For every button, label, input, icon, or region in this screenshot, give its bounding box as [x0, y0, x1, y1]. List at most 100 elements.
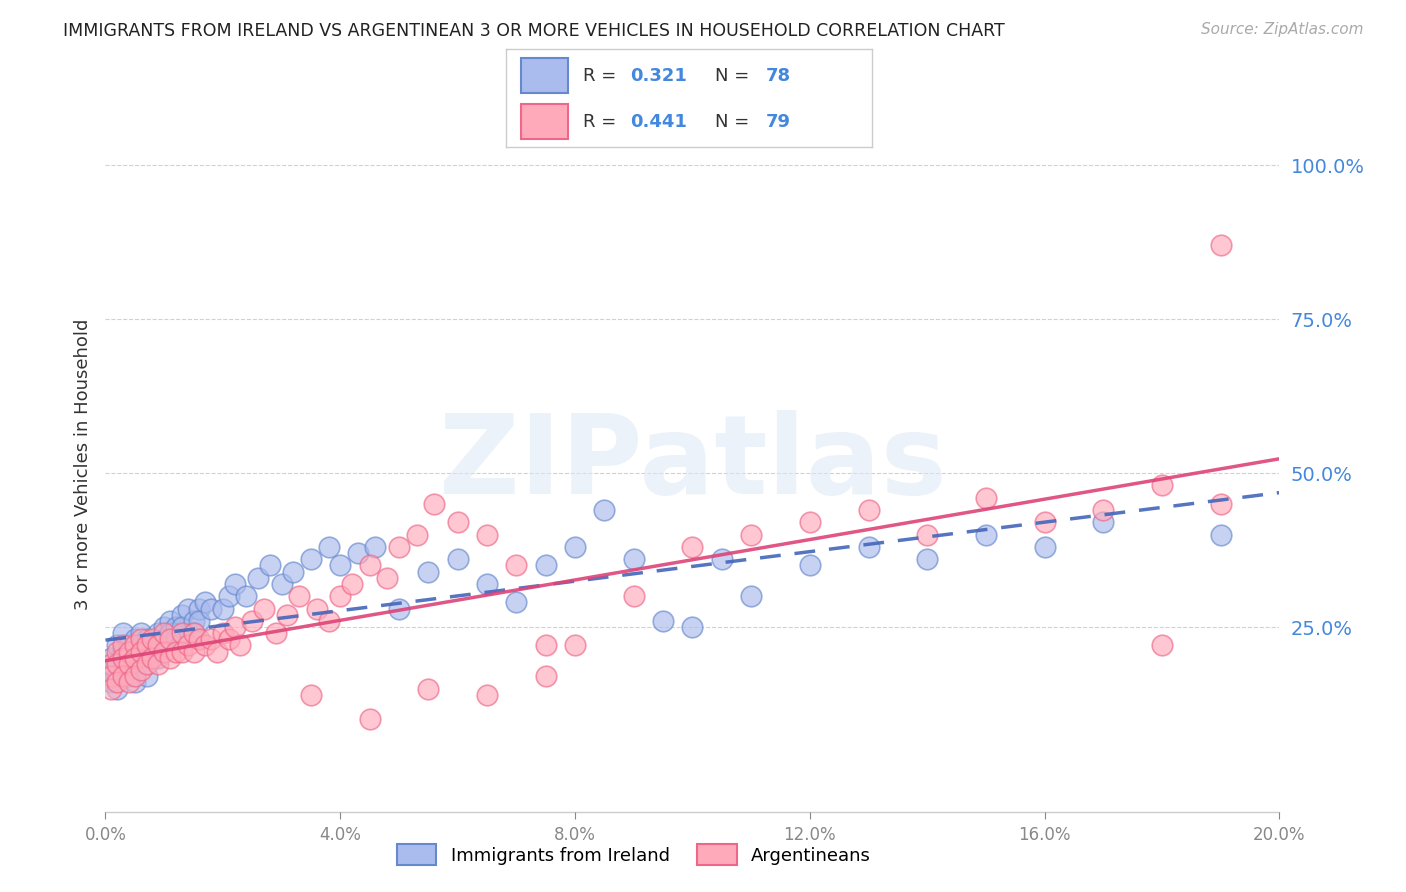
Point	[1209, 497, 1232, 511]
Point	[359, 712, 381, 726]
Point	[623, 589, 645, 603]
Point	[170, 607, 193, 622]
Point	[253, 601, 276, 615]
Point	[153, 620, 176, 634]
Point	[475, 577, 498, 591]
Point	[364, 540, 387, 554]
Point	[135, 632, 157, 647]
Point	[974, 491, 997, 505]
Point	[1033, 540, 1056, 554]
Point	[194, 639, 217, 653]
Point	[593, 503, 616, 517]
Point	[170, 645, 193, 659]
Point	[240, 614, 263, 628]
Point	[118, 650, 141, 665]
Point	[299, 552, 322, 566]
Point	[1092, 503, 1115, 517]
FancyBboxPatch shape	[520, 58, 568, 94]
Point	[505, 595, 527, 609]
Point	[148, 626, 170, 640]
Point	[129, 645, 152, 659]
Point	[917, 527, 939, 541]
Point	[118, 645, 141, 659]
Point	[682, 620, 704, 634]
Text: 78: 78	[766, 67, 790, 85]
Point	[534, 669, 557, 683]
Point	[505, 558, 527, 573]
Point	[1092, 516, 1115, 530]
Point	[183, 645, 205, 659]
Point	[100, 663, 122, 677]
Point	[124, 645, 146, 659]
Point	[141, 639, 163, 653]
Point	[283, 565, 305, 579]
Point	[141, 650, 163, 665]
Point	[211, 626, 233, 640]
Point	[129, 626, 152, 640]
Point	[112, 663, 135, 677]
Point	[165, 632, 187, 647]
Point	[211, 601, 233, 615]
Point	[270, 577, 292, 591]
Point	[799, 558, 821, 573]
Point	[418, 681, 440, 696]
Text: IMMIGRANTS FROM IRELAND VS ARGENTINEAN 3 OR MORE VEHICLES IN HOUSEHOLD CORRELATI: IMMIGRANTS FROM IRELAND VS ARGENTINEAN 3…	[63, 22, 1005, 40]
Text: 0.321: 0.321	[630, 67, 688, 85]
Point	[105, 639, 128, 653]
Point	[740, 527, 762, 541]
Point	[564, 639, 586, 653]
Point	[159, 632, 181, 647]
Point	[148, 639, 170, 653]
Point	[165, 645, 187, 659]
Point	[405, 527, 427, 541]
Point	[105, 645, 128, 659]
Point	[218, 632, 240, 647]
Point	[299, 688, 322, 702]
Point	[446, 552, 468, 566]
Point	[329, 589, 352, 603]
Point	[112, 669, 135, 683]
Point	[100, 650, 122, 665]
Point	[129, 663, 152, 677]
Point	[153, 645, 176, 659]
Point	[329, 558, 352, 573]
Point	[112, 645, 135, 659]
Point	[176, 601, 198, 615]
Point	[388, 601, 411, 615]
Point	[159, 650, 181, 665]
Point	[247, 571, 270, 585]
Point	[105, 669, 128, 683]
Point	[1150, 478, 1173, 492]
Point	[858, 540, 880, 554]
Point	[229, 639, 252, 653]
Point	[135, 657, 157, 671]
Y-axis label: 3 or more Vehicles in Household: 3 or more Vehicles in Household	[73, 318, 91, 609]
Point	[264, 626, 287, 640]
Point	[418, 565, 440, 579]
Point	[318, 540, 340, 554]
Point	[205, 645, 228, 659]
Point	[799, 516, 821, 530]
Point	[141, 650, 163, 665]
Text: ZIPatlas: ZIPatlas	[439, 410, 946, 517]
Point	[100, 681, 122, 696]
Point	[276, 607, 298, 622]
Point	[917, 552, 939, 566]
Point	[100, 675, 122, 690]
Point	[423, 497, 446, 511]
Point	[974, 527, 997, 541]
Point	[124, 669, 146, 683]
Point	[340, 577, 363, 591]
Text: R =: R =	[583, 67, 621, 85]
Point	[183, 626, 205, 640]
Point	[105, 675, 128, 690]
Point	[170, 626, 193, 640]
Text: Source: ZipAtlas.com: Source: ZipAtlas.com	[1201, 22, 1364, 37]
Point	[148, 657, 170, 671]
Point	[1033, 516, 1056, 530]
Point	[305, 601, 328, 615]
Point	[200, 632, 222, 647]
Point	[135, 645, 157, 659]
Text: N =: N =	[714, 112, 755, 130]
FancyBboxPatch shape	[520, 104, 568, 139]
